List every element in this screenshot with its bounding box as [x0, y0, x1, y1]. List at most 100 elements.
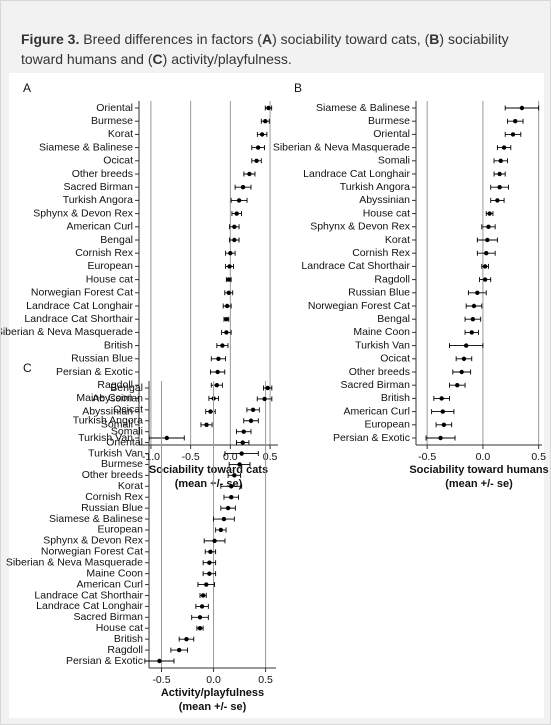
dot	[263, 119, 268, 124]
dot	[470, 317, 476, 322]
category-label: Landrace Cat Shorthair	[301, 260, 410, 272]
category-label: Landrace Cat Longhair	[36, 600, 143, 612]
dot	[439, 396, 444, 401]
dot	[262, 396, 267, 402]
caption-part: B	[429, 31, 440, 47]
dot	[224, 303, 230, 309]
category-label: Bengal	[110, 382, 143, 394]
category-label: Somali	[111, 425, 143, 437]
category-label: Maine Coon	[353, 326, 410, 338]
dot	[240, 185, 246, 190]
dot	[248, 418, 254, 423]
category-label: Norwegian Forest Cat	[308, 300, 410, 312]
category-label: Russian Blue	[71, 353, 133, 365]
category-label: Cornish Rex	[75, 247, 134, 259]
category-label: Korat	[385, 234, 410, 246]
dot	[164, 435, 169, 441]
dot	[232, 237, 237, 243]
category-label: Ragdoll	[107, 644, 143, 656]
category-label: Korat	[108, 128, 133, 140]
category-label: American Curl	[66, 221, 133, 233]
x-tick-label: 0.5	[263, 451, 278, 463]
category-label: Persian & Exotic	[56, 366, 133, 378]
category-label: Sphynx & Devon Rex	[33, 207, 134, 219]
dot	[176, 647, 182, 653]
dot	[487, 211, 492, 216]
dot	[475, 290, 480, 295]
dot	[204, 582, 209, 587]
dot	[208, 409, 213, 414]
dot	[229, 495, 234, 500]
dot	[497, 171, 502, 177]
dot	[232, 224, 237, 229]
category-label: Oriental	[96, 102, 133, 114]
category-label: Abyssinian	[92, 393, 143, 405]
category-label: House cat	[363, 207, 410, 219]
category-label: Cornish Rex	[85, 491, 144, 503]
dot	[204, 422, 209, 427]
x-tick-label: -0.5	[182, 451, 200, 463]
x-axis-title: Activity/playfulness	[161, 687, 264, 699]
category-label: Russian Blue	[81, 502, 143, 514]
dot	[241, 429, 246, 434]
dot	[225, 505, 231, 511]
category-label: Abyssinian	[82, 405, 133, 417]
category-label: European	[87, 260, 133, 272]
category-label: Other breeds	[72, 168, 133, 180]
category-label: Maine Coon	[86, 567, 143, 579]
category-label: Sphynx & Devon Rex	[310, 221, 411, 233]
dot	[440, 409, 445, 414]
category-label: Turkish Angora	[73, 415, 143, 427]
dot	[441, 422, 447, 427]
dot	[463, 343, 469, 348]
dot	[232, 473, 237, 478]
category-label: Ocicat	[113, 404, 143, 416]
dot	[519, 105, 525, 111]
dot	[236, 198, 242, 203]
x-tick-label: 0.5	[258, 674, 273, 686]
dot	[469, 330, 474, 335]
panel-label: B	[294, 81, 302, 95]
x-tick-label: -1.0	[142, 451, 160, 463]
dot	[216, 356, 221, 361]
dot	[199, 604, 205, 609]
dot	[255, 145, 261, 150]
x-tick-label: 0.0	[476, 451, 491, 463]
category-label: Korat	[118, 480, 143, 492]
dot	[228, 251, 233, 256]
dot	[459, 369, 464, 375]
category-label: Ragdoll	[374, 273, 410, 285]
dot	[227, 264, 232, 269]
category-label: Landrace Cat Shorthair	[24, 313, 133, 325]
dot	[461, 356, 467, 361]
category-label: Russian Blue	[348, 287, 410, 299]
category-label: Burmese	[368, 115, 410, 127]
category-label: Siberian & Neva Masquerade	[1, 326, 133, 338]
category-label: Norwegian Forest Cat	[41, 546, 143, 558]
category-label: Siberian & Neva Masquerade	[273, 141, 410, 153]
x-axis-note: (mean +/- se)	[445, 478, 513, 490]
category-label: Oriental	[106, 436, 143, 448]
caption-part: Breed differences in factors (	[79, 31, 262, 47]
category-label: Sacred Birman	[341, 379, 411, 391]
dot	[471, 303, 477, 309]
category-label: House cat	[86, 273, 133, 285]
category-label: British	[381, 392, 410, 404]
category-label: Landrace Cat Shorthair	[34, 589, 143, 601]
dot	[234, 211, 239, 216]
category-label: Ocicat	[103, 155, 133, 167]
category-label: Turkish Angora	[340, 181, 410, 193]
category-label: Cornish Rex	[352, 247, 411, 259]
dot	[214, 383, 220, 388]
panel-label: C	[23, 361, 32, 375]
dot	[265, 385, 270, 391]
category-label: Ragdoll	[97, 379, 133, 391]
category-label: Turkish Angora	[63, 194, 133, 206]
dot	[224, 330, 229, 335]
x-axis-title: Sociability toward cats	[149, 464, 268, 476]
dot	[501, 145, 507, 150]
dot	[482, 264, 488, 269]
category-label: Norwegian Forest Cat	[31, 287, 133, 299]
dot	[218, 527, 224, 533]
